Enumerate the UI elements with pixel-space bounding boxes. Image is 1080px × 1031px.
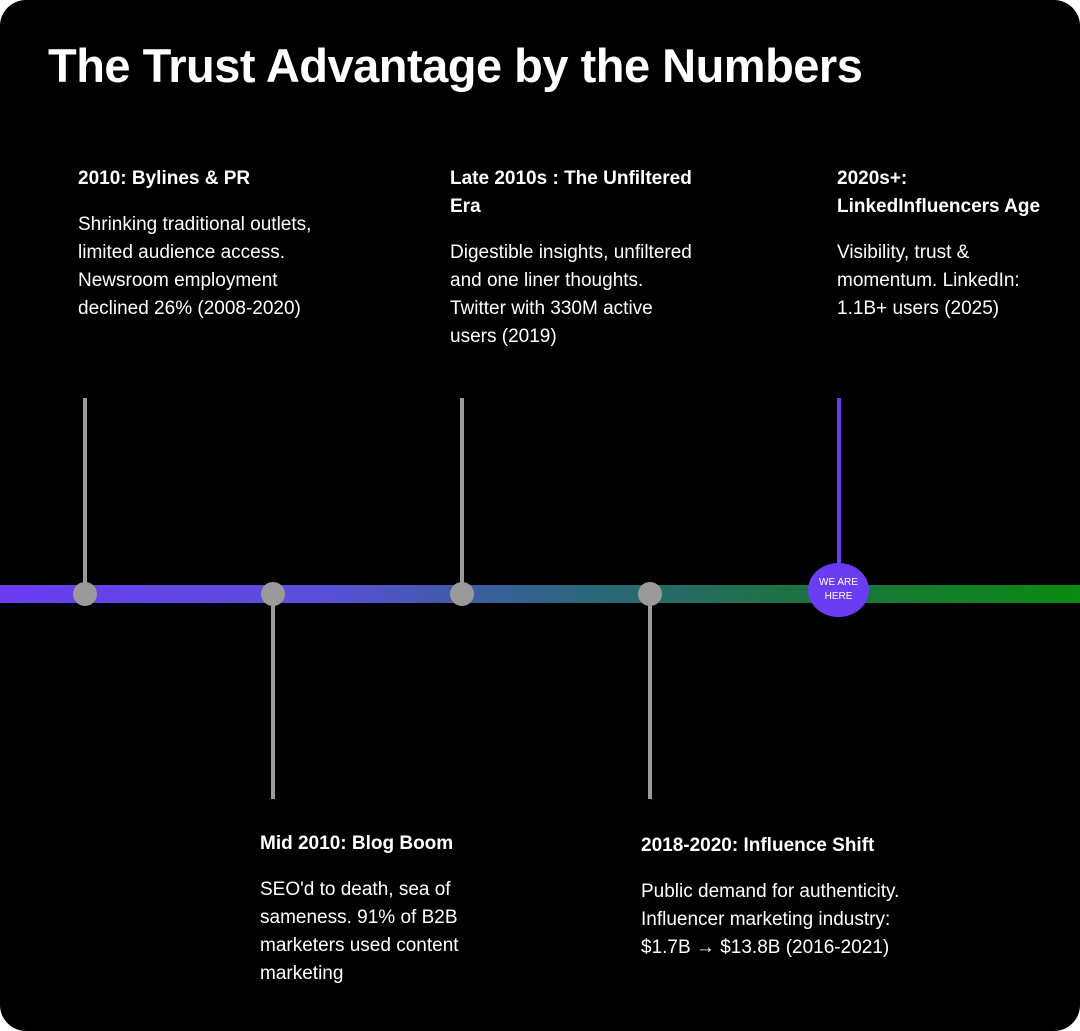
event-body: Shrinking traditional outlets, limited a…: [78, 214, 312, 319]
event-late-2010s: Late 2010s : The Unfiltered Era Digestib…: [450, 165, 700, 351]
timeline-stem-2010: [83, 398, 87, 594]
event-body: SEO'd to death, sea of sameness. 91% of …: [260, 879, 459, 984]
timeline-stem-2020s: [837, 398, 841, 568]
timeline-stem-2018-2020: [648, 594, 652, 799]
event-heading: 2018-2020: Influence Shift: [641, 835, 875, 856]
timeline-dot-late-2010s: [450, 582, 474, 606]
we-are-here-label: WE ARE HERE: [819, 577, 858, 602]
event-2020s: 2020s+: LinkedInfluencers Age Visibility…: [837, 165, 1057, 323]
timeline-axis: [0, 585, 1080, 603]
event-heading: Mid 2010: Blog Boom: [260, 833, 454, 854]
event-2018-2020: 2018-2020: Influence Shift Public demand…: [641, 832, 916, 962]
event-body: Visibility, trust & momentum. LinkedIn: …: [837, 242, 1020, 319]
page-title: The Trust Advantage by the Numbers: [48, 39, 863, 92]
we-are-here-marker: WE ARE HERE: [808, 563, 869, 617]
timeline-dot-2018-2020: [638, 582, 662, 606]
event-heading: 2020s+: LinkedInfluencers Age: [837, 168, 1041, 217]
event-2010: 2010: Bylines & PR Shrinking traditional…: [78, 165, 328, 323]
event-mid-2010: Mid 2010: Blog Boom SEO'd to death, sea …: [260, 830, 510, 988]
event-body: Public demand for authenticity. Influenc…: [641, 881, 900, 958]
event-heading: 2010: Bylines & PR: [78, 168, 251, 189]
timeline-dot-mid-2010: [261, 582, 285, 606]
event-heading: Late 2010s : The Unfiltered Era: [450, 168, 692, 217]
timeline-dot-2010: [73, 582, 97, 606]
event-body: Digestible insights, unfiltered and one …: [450, 242, 692, 347]
timeline-stem-mid-2010: [271, 594, 275, 799]
timeline-stem-late-2010s: [460, 398, 464, 594]
